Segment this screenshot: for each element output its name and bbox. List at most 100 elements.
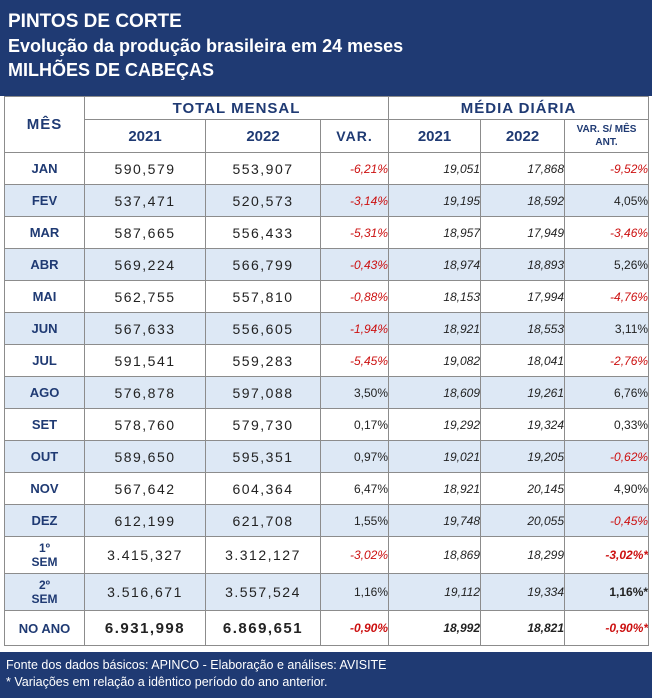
daily-2021: 19,195 bbox=[388, 184, 482, 217]
daily-2021: 19,082 bbox=[388, 344, 482, 377]
total-variation: -5,45% bbox=[319, 344, 390, 377]
table-row: FEV 537,471 520,573 -3,14% 19,195 18,592 4,05% bbox=[4, 184, 650, 217]
daily-2022: 20,145 bbox=[480, 472, 566, 505]
daily-2022: 19,205 bbox=[480, 440, 566, 473]
total-2022: 3.312,127 bbox=[205, 536, 321, 574]
total-variation: -3,02% bbox=[319, 536, 390, 574]
total-2022: 604,364 bbox=[205, 472, 321, 505]
total-variation: -0,90% bbox=[319, 610, 390, 646]
row-label: NO ANO bbox=[4, 610, 85, 646]
daily-2021: 19,021 bbox=[388, 440, 482, 473]
header-var: VAR. bbox=[319, 119, 390, 153]
row-label: DEZ bbox=[4, 504, 85, 537]
production-table: MÊS TOTAL MENSAL MÉDIA DIÁRIA 2021 2022 … bbox=[4, 96, 650, 646]
daily-2021: 18,921 bbox=[388, 312, 482, 345]
total-2022: 3.557,524 bbox=[205, 573, 321, 611]
total-variation: -6,21% bbox=[319, 152, 390, 185]
daily-2022: 17,994 bbox=[480, 280, 566, 313]
daily-2022: 17,868 bbox=[480, 152, 566, 185]
daily-2022: 20,055 bbox=[480, 504, 566, 537]
total-2022: 6.869,651 bbox=[205, 610, 321, 646]
daily-2021: 18,974 bbox=[388, 248, 482, 281]
total-2022: 556,433 bbox=[205, 216, 321, 249]
daily-2021: 18,869 bbox=[388, 536, 482, 574]
table-row: JUL 591,541 559,283 -5,45% 19,082 18,041 -2,76… bbox=[4, 344, 650, 377]
header-media-2021: 2021 bbox=[388, 119, 482, 153]
daily-variation: 4,90% bbox=[564, 472, 650, 505]
row-label: OUT bbox=[4, 440, 85, 473]
row-label: NOV bbox=[4, 472, 85, 505]
table-row: MAR 587,665 556,433 -5,31% 18,957 17,949 -3,46… bbox=[4, 216, 650, 249]
header-media-diaria: MÉDIA DIÁRIA bbox=[388, 96, 650, 120]
daily-2022: 18,821 bbox=[480, 610, 566, 646]
total-variation: 6,47% bbox=[319, 472, 390, 505]
total-variation: 0,97% bbox=[319, 440, 390, 473]
daily-variation: -2,76% bbox=[564, 344, 650, 377]
row-label: JAN bbox=[4, 152, 85, 185]
daily-2021: 19,292 bbox=[388, 408, 482, 441]
total-2021: 537,471 bbox=[84, 184, 206, 217]
row-label: AGO bbox=[4, 376, 85, 409]
daily-2022: 19,261 bbox=[480, 376, 566, 409]
daily-2021: 18,153 bbox=[388, 280, 482, 313]
row-label: 2º SEM bbox=[4, 573, 85, 611]
total-2022: 556,605 bbox=[205, 312, 321, 345]
report-subtitle: Evolução da produção brasileira em 24 me… bbox=[8, 36, 404, 56]
total-2022: 579,730 bbox=[205, 408, 321, 441]
total-2021: 567,642 bbox=[84, 472, 206, 505]
daily-2022: 19,334 bbox=[480, 573, 566, 611]
daily-variation: -3,46% bbox=[564, 216, 650, 249]
total-variation: 1,16% bbox=[319, 573, 390, 611]
daily-2022: 18,041 bbox=[480, 344, 566, 377]
table-row: ABR 569,224 566,799 -0,43% 18,974 18,893 5,26% bbox=[4, 248, 650, 281]
daily-variation: -4,76% bbox=[564, 280, 650, 313]
total-2021: 569,224 bbox=[84, 248, 206, 281]
total-2021: 587,665 bbox=[84, 216, 206, 249]
total-variation: 3,50% bbox=[319, 376, 390, 409]
total-variation: -5,31% bbox=[319, 216, 390, 249]
total-2021: 578,760 bbox=[84, 408, 206, 441]
daily-variation: -0,90%* bbox=[564, 610, 650, 646]
row-label: ABR bbox=[4, 248, 85, 281]
total-variation: 1,55% bbox=[319, 504, 390, 537]
table-row: NOV 567,642 604,364 6,47% 18,921 20,145 4,90% bbox=[4, 472, 650, 505]
daily-2022: 18,893 bbox=[480, 248, 566, 281]
header-total-2021: 2021 bbox=[84, 119, 206, 153]
daily-variation: -9,52% bbox=[564, 152, 650, 185]
daily-2021: 19,051 bbox=[388, 152, 482, 185]
header-total-mensal: TOTAL MENSAL bbox=[83, 96, 390, 120]
semester-suffix: SEM bbox=[31, 592, 58, 606]
daily-2021: 18,921 bbox=[388, 472, 482, 505]
table-row: 1º SEM 3.415,327 3.312,127 -3,02% 18,869 18,29… bbox=[4, 536, 650, 574]
daily-2021: 19,748 bbox=[388, 504, 482, 537]
total-variation: -1,94% bbox=[319, 312, 390, 345]
total-2021: 589,650 bbox=[84, 440, 206, 473]
total-2022: 553,907 bbox=[205, 152, 321, 185]
total-2021: 562,755 bbox=[84, 280, 206, 313]
row-label: MAR bbox=[4, 216, 85, 249]
daily-2022: 18,299 bbox=[480, 536, 566, 574]
table-body: JAN 590,579 553,907 -6,21% 19,051 17,868 -9,52… bbox=[4, 152, 650, 646]
daily-variation: 4,05% bbox=[564, 184, 650, 217]
total-2021: 590,579 bbox=[84, 152, 206, 185]
total-2022: 566,799 bbox=[205, 248, 321, 281]
semester-suffix: SEM bbox=[31, 555, 58, 569]
table-row: OUT 589,650 595,351 0,97% 19,021 19,205 -0,62% bbox=[4, 440, 650, 473]
row-label: 1º SEM bbox=[4, 536, 85, 574]
daily-2022: 18,592 bbox=[480, 184, 566, 217]
report-title: PINTOS DE CORTE bbox=[8, 11, 182, 32]
daily-variation: -0,45% bbox=[564, 504, 650, 537]
daily-2022: 19,324 bbox=[480, 408, 566, 441]
total-2021: 6.931,998 bbox=[84, 610, 206, 646]
semester-number: 2º bbox=[38, 578, 51, 592]
daily-2021: 18,609 bbox=[388, 376, 482, 409]
total-2022: 595,351 bbox=[205, 440, 321, 473]
table-row: 2º SEM 3.516,671 3.557,524 1,16% 19,112 19,334… bbox=[4, 573, 650, 611]
total-2022: 520,573 bbox=[205, 184, 321, 217]
total-2022: 559,283 bbox=[205, 344, 321, 377]
total-2022: 557,810 bbox=[205, 280, 321, 313]
report-unit: MILHÕES DE CABEÇAS bbox=[8, 60, 215, 80]
total-2021: 567,633 bbox=[84, 312, 206, 345]
table-row: AGO 576,878 597,088 3,50% 18,609 19,261 6,76% bbox=[4, 376, 650, 409]
